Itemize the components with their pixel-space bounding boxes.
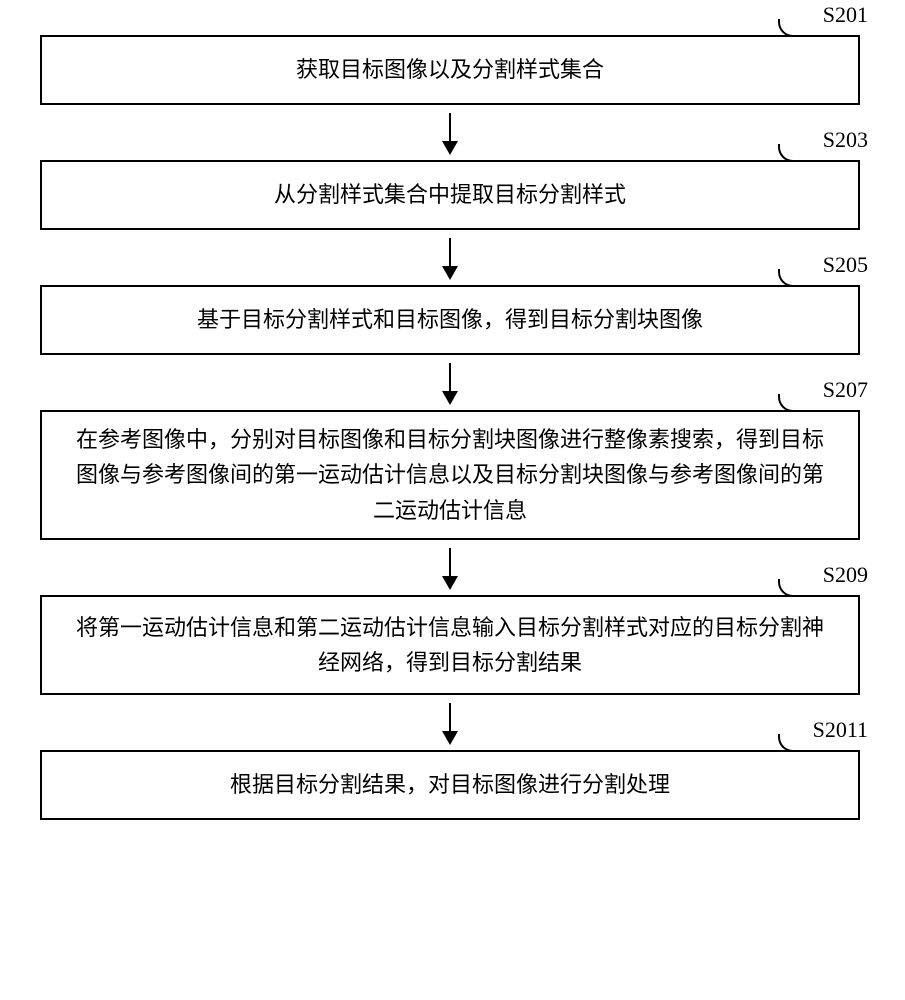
arrow-2 — [40, 230, 860, 285]
step-text-s209: 将第一运动估计信息和第二运动估计信息输入目标分割样式对应的目标分割神经网络，得到… — [72, 610, 828, 680]
arrow-line — [449, 548, 451, 588]
arrow-head-icon — [442, 391, 458, 405]
label-connector — [778, 269, 803, 287]
step-label-s205: S205 — [823, 252, 868, 278]
arrow-4 — [40, 540, 860, 595]
arrow-1 — [40, 105, 860, 160]
step-label-s203: S203 — [823, 127, 868, 153]
step-text-s205: 基于目标分割样式和目标图像，得到目标分割块图像 — [197, 302, 703, 337]
step-text-s203: 从分割样式集合中提取目标分割样式 — [274, 177, 626, 212]
flowchart-container: S201 获取目标图像以及分割样式集合 S203 从分割样式集合中提取目标分割样… — [40, 35, 860, 820]
step-text-s207: 在参考图像中，分别对目标图像和目标分割块图像进行整像素搜索，得到目标图像与参考图… — [72, 422, 828, 528]
step-text-s201: 获取目标图像以及分割样式集合 — [296, 52, 604, 87]
flowchart-step-s209: S209 将第一运动估计信息和第二运动估计信息输入目标分割样式对应的目标分割神经… — [40, 595, 860, 695]
arrow-line — [449, 238, 451, 278]
arrow-line — [449, 363, 451, 403]
flowchart-step-s207: S207 在参考图像中，分别对目标图像和目标分割块图像进行整像素搜索，得到目标图… — [40, 410, 860, 540]
arrow-head-icon — [442, 141, 458, 155]
label-connector — [778, 144, 803, 162]
flowchart-step-s201: S201 获取目标图像以及分割样式集合 — [40, 35, 860, 105]
arrow-head-icon — [442, 731, 458, 745]
step-label-s207: S207 — [823, 377, 868, 403]
flowchart-step-s2011: S2011 根据目标分割结果，对目标图像进行分割处理 — [40, 750, 860, 820]
label-connector — [778, 579, 803, 597]
arrow-line — [449, 113, 451, 153]
arrow-5 — [40, 695, 860, 750]
step-text-s2011: 根据目标分割结果，对目标图像进行分割处理 — [230, 767, 670, 802]
flowchart-step-s203: S203 从分割样式集合中提取目标分割样式 — [40, 160, 860, 230]
label-connector — [778, 734, 803, 752]
flowchart-step-s205: S205 基于目标分割样式和目标图像，得到目标分割块图像 — [40, 285, 860, 355]
label-connector — [778, 19, 803, 37]
arrow-line — [449, 703, 451, 743]
arrow-head-icon — [442, 576, 458, 590]
step-label-s209: S209 — [823, 562, 868, 588]
label-connector — [778, 394, 803, 412]
arrow-head-icon — [442, 266, 458, 280]
step-label-s2011: S2011 — [813, 717, 868, 743]
step-label-s201: S201 — [823, 2, 868, 28]
arrow-3 — [40, 355, 860, 410]
